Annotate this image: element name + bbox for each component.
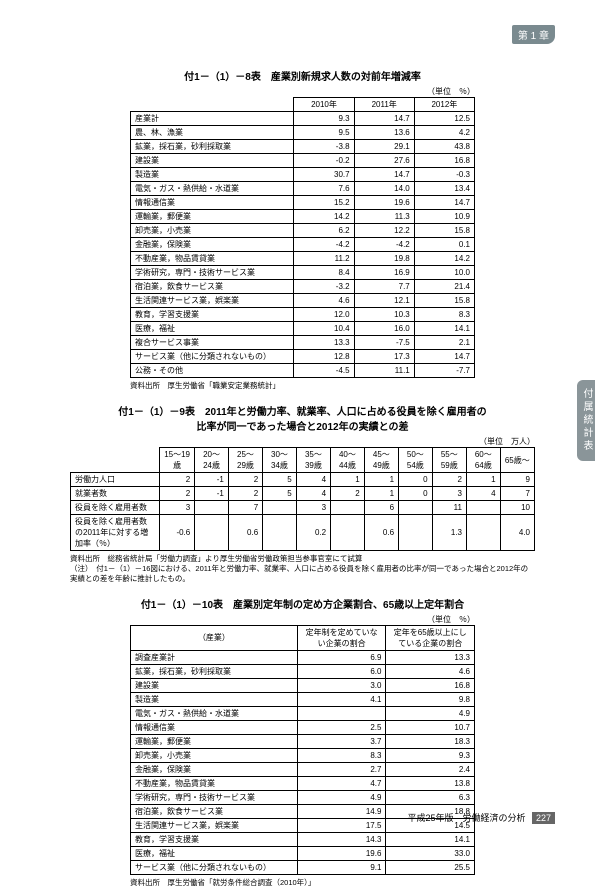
page-number: 227 bbox=[532, 812, 555, 824]
table2-note: （注） 付1－（1）－16図における、2011年と労働力率、就業率、人口に占める… bbox=[70, 564, 535, 584]
side-tab-appendix: 付属統計表 bbox=[577, 380, 595, 461]
table3-source: 資料出所 厚生労働省「就労条件総合調査（2010年）」 bbox=[130, 877, 475, 888]
footer-edition: 平成25年版 労働経済の分析 bbox=[407, 813, 525, 823]
table1-unit: （単位 ％） bbox=[130, 86, 475, 97]
page-footer: 平成25年版 労働経済の分析 227 bbox=[407, 811, 555, 824]
table2: 15～19歳20～24歳25～29歳30～34歳35～39歳40～44歳45～4… bbox=[70, 447, 535, 551]
table2-unit: （単位 万人） bbox=[70, 436, 535, 447]
table3-unit: （単位 ％） bbox=[130, 614, 475, 625]
table3-title: 付1－（1）－10表 産業別定年制の定め方企業割合、65歳以上定年割合 bbox=[70, 596, 535, 611]
table1-title: 付1－（1）－8表 産業別新規求人数の対前年増減率 bbox=[70, 68, 535, 83]
table3: （産業）定年制を定めていない企業の割合定年を65歳以上にしている企業の割合 調査… bbox=[130, 625, 475, 875]
chapter-tag: 第 1 章 bbox=[512, 25, 555, 44]
table2-title: 付1－（1）－9表 2011年と労働力率、就業率、人口に占める役員を除く雇用者の… bbox=[70, 403, 535, 433]
page-content: 付1－（1）－8表 産業別新規求人数の対前年増減率 （単位 ％） 2010年20… bbox=[0, 0, 595, 888]
table1-source: 資料出所 厚生労働省「職業安定業務統計」 bbox=[130, 380, 475, 391]
table2-source: 資料出所 総務省統計局「労働力調査」より厚生労働省労働政策担当参事官室にて試算 bbox=[70, 553, 535, 564]
table1: 2010年2011年2012年 産業計9.314.712.5農、林、漁業9.51… bbox=[130, 97, 475, 378]
